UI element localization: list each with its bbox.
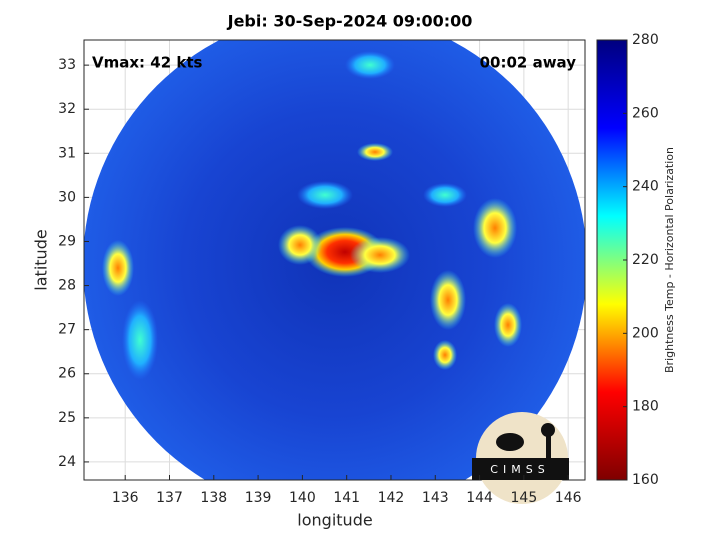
- x-axis-label: longitude: [297, 511, 372, 530]
- x-tick-label: 145: [511, 490, 538, 506]
- band: [350, 237, 410, 273]
- colorbar-tick-label: 240: [632, 179, 659, 195]
- annotation: Vmax: 42 kts: [92, 54, 202, 72]
- band: [430, 270, 466, 330]
- y-tick-label: 27: [58, 322, 76, 338]
- band: [345, 51, 395, 79]
- colorbar-tick-label: 260: [632, 105, 659, 121]
- logo-bar: [472, 458, 569, 480]
- y-tick-label: 24: [58, 454, 76, 470]
- convection: [102, 51, 522, 380]
- x-tick-label: 140: [289, 490, 316, 506]
- cimss-logo: CIMSS: [472, 412, 569, 504]
- x-tick-label: 141: [333, 490, 360, 506]
- y-tick-label: 25: [58, 410, 76, 426]
- colorbar-label: Brightness Temp - Horizontal Polarizatio…: [663, 147, 676, 373]
- x-tick-label: 138: [200, 490, 227, 506]
- band: [278, 225, 322, 265]
- y-axis-label: latitude: [32, 229, 51, 290]
- logo-tank: [541, 423, 555, 437]
- colorbar-tick-label: 160: [632, 472, 659, 488]
- colorbar: [596, 39, 628, 481]
- band: [102, 240, 134, 296]
- logo-text: CIMSS: [490, 463, 549, 476]
- x-tick-label: 144: [466, 490, 493, 506]
- x-tick-label: 136: [112, 490, 139, 506]
- logo-dish: [496, 433, 524, 451]
- axes-box: [83, 39, 586, 481]
- colorbar-tick-label: 280: [632, 32, 659, 48]
- y-tick-label: 26: [58, 366, 76, 382]
- annotation: 00:02 away: [480, 54, 577, 72]
- band: [473, 198, 517, 258]
- y-tick-label: 28: [58, 278, 76, 294]
- colorbar-tick-label: 220: [632, 252, 659, 268]
- logo-tower: [546, 432, 551, 458]
- plot-area: [84, 40, 585, 480]
- band: [122, 300, 158, 380]
- x-tick-label: 142: [378, 490, 405, 506]
- y-tick-label: 33: [58, 57, 76, 73]
- y-tick-label: 32: [58, 101, 76, 117]
- x-tick-label: 139: [245, 490, 272, 506]
- band: [357, 143, 393, 161]
- band: [494, 303, 522, 347]
- band: [423, 183, 467, 207]
- x-tick-label: 143: [422, 490, 449, 506]
- colorbar-tick-label: 200: [632, 325, 659, 341]
- chart-title: Jebi: 30-Sep-2024 09:00:00: [227, 12, 473, 31]
- band: [297, 181, 353, 209]
- y-tick-label: 31: [58, 145, 76, 161]
- band: [433, 340, 457, 370]
- y-tick-label: 30: [58, 189, 76, 205]
- x-tick-label: 146: [555, 490, 582, 506]
- colorbar-tick-label: 180: [632, 399, 659, 415]
- y-tick-label: 29: [58, 233, 76, 249]
- x-tick-label: 137: [156, 490, 183, 506]
